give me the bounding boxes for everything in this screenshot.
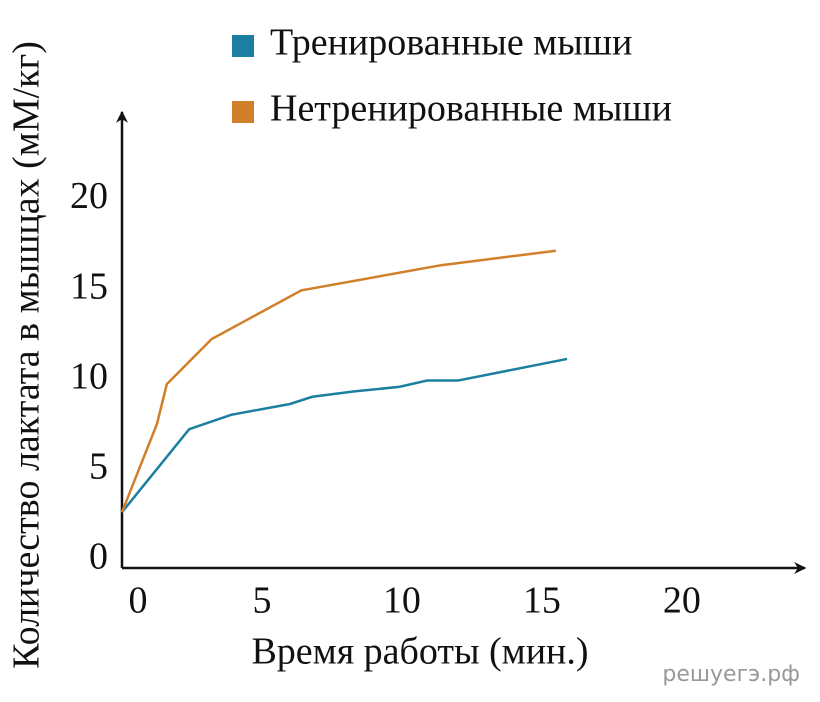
y-tick-label: 20 [70,175,108,217]
line [120,249,557,513]
x-tick-label: 15 [523,580,561,622]
line [121,357,568,513]
y-axis-label: Количество лактата в мышцах (мМ/кг) [6,41,48,669]
legend-swatch [232,101,254,123]
watermark: решуегэ.рф [662,662,800,687]
legend-label: Тренированные мыши [270,22,632,64]
x-tick-label: 5 [252,580,271,622]
y-tick-label: 0 [89,536,108,578]
x-tick-label: 10 [383,580,421,622]
legend-label: Нетренированные мыши [270,88,672,130]
x-tick-label: 20 [663,580,701,622]
y-tick-label: 10 [70,355,108,397]
y-tick-label: 5 [89,446,108,488]
x-tick-label: 0 [129,580,148,622]
legend-swatch [232,35,254,57]
y-tick-label: 15 [70,265,108,307]
x-axis-label: Время работы (мин.) [251,631,588,673]
